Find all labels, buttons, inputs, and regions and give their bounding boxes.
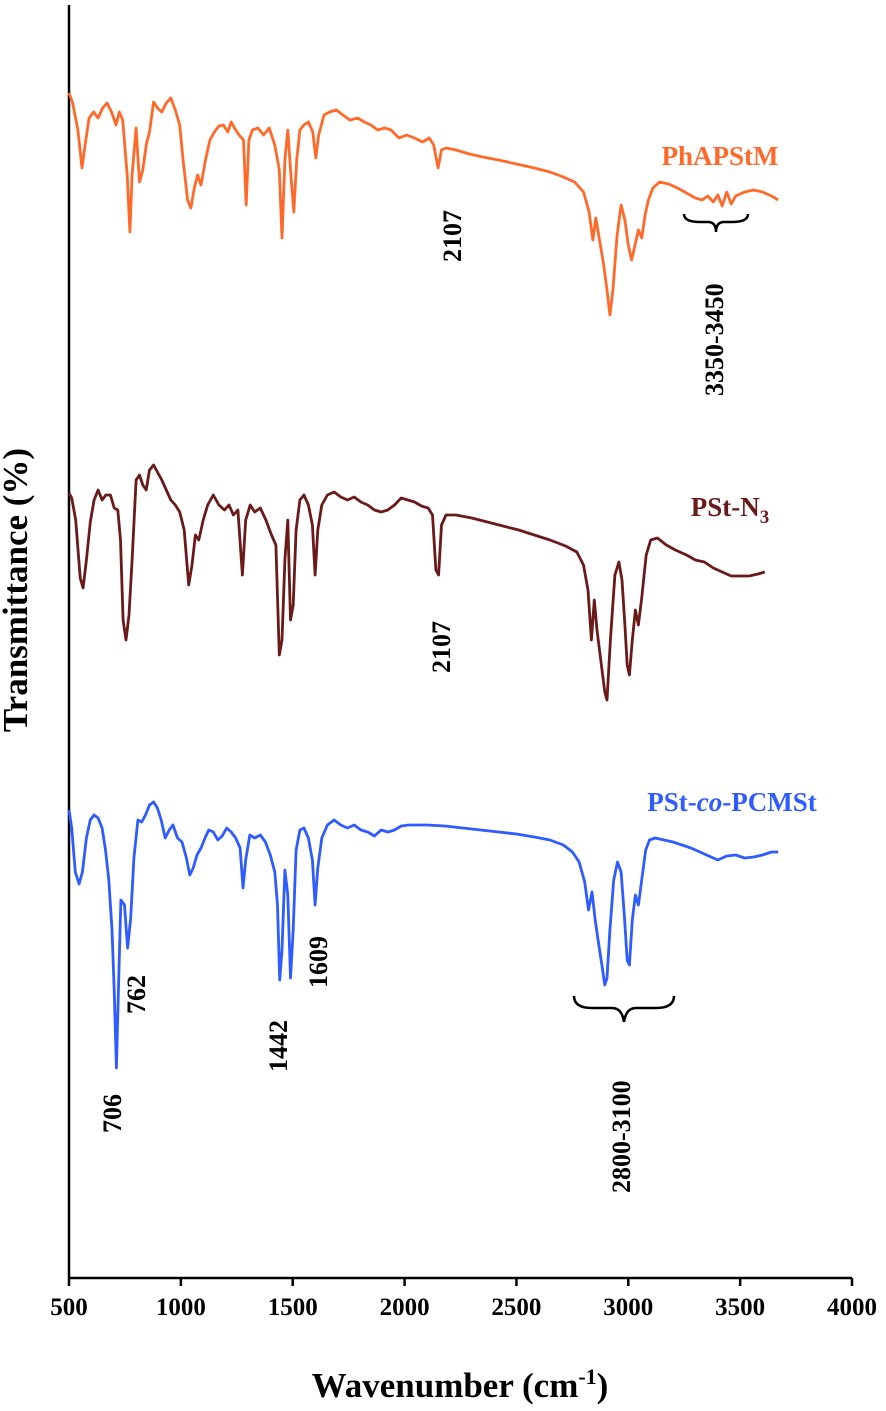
annotation-pst-n3-2107: 2107 <box>427 621 456 673</box>
annotation-1442: 1442 <box>264 1020 293 1072</box>
x-axis-title-superscript: -1 <box>578 1364 596 1389</box>
series-label-phapstm-text: PhAPStM <box>662 141 779 171</box>
x-axis-title-main: Wavenumber (cm <box>312 1366 579 1405</box>
annotation-762: 762 <box>122 975 151 1014</box>
series-line-pst-co-pcmst <box>67 800 779 1070</box>
series-label-pst-co-pcmst-part2: -PCMSt <box>722 787 816 817</box>
annotation-706: 706 <box>98 1094 127 1133</box>
y-axis-title: Transmittance (%) <box>0 448 35 732</box>
series-label-pst-co-pcmst-part1: PSt- <box>647 787 697 817</box>
x-axis-title-close: ) <box>597 1366 609 1405</box>
series-label-phapstm: PhAPStM <box>662 141 779 171</box>
annotation-phapstm-2107: 2107 <box>438 210 467 262</box>
x-tick-label: 4000 <box>827 1294 877 1321</box>
annotation-1609: 1609 <box>304 936 333 988</box>
x-tick-label: 3500 <box>715 1294 765 1321</box>
x-tick-label: 1500 <box>268 1294 318 1321</box>
series-label-pst-n3-subscript: 3 <box>760 507 770 528</box>
series-line-pst-n3 <box>67 463 766 702</box>
x-tick-label: 2500 <box>491 1294 541 1321</box>
series-label-pst-n3: PSt-N3 <box>691 492 770 528</box>
x-axis-title: Wavenumber (cm-1) <box>312 1364 609 1405</box>
series-label-pst-co-pcmst: PSt-co-PCMSt <box>647 787 816 817</box>
annotation-2800-3100: 2800-3100 <box>607 1080 636 1193</box>
annotation-phapstm-3350-3450: 3350-3450 <box>700 283 729 396</box>
x-tick-label: 3000 <box>603 1294 653 1321</box>
x-tick-label: 2000 <box>380 1294 430 1321</box>
bracket-2800-3100 <box>572 995 676 1023</box>
series-line-phapstm <box>67 92 779 317</box>
series-label-pst-n3-text: PSt-N <box>691 492 760 522</box>
x-tick-marks <box>67 1278 854 1286</box>
x-tick-label: 1000 <box>156 1294 206 1321</box>
x-tick-label: 500 <box>50 1294 88 1321</box>
bracket-3350-3450 <box>682 213 750 233</box>
x-tick-labels: 500 1000 1500 2000 2500 3000 3500 4000 <box>50 1294 877 1321</box>
series-label-pst-co-pcmst-italic: co <box>697 787 722 817</box>
